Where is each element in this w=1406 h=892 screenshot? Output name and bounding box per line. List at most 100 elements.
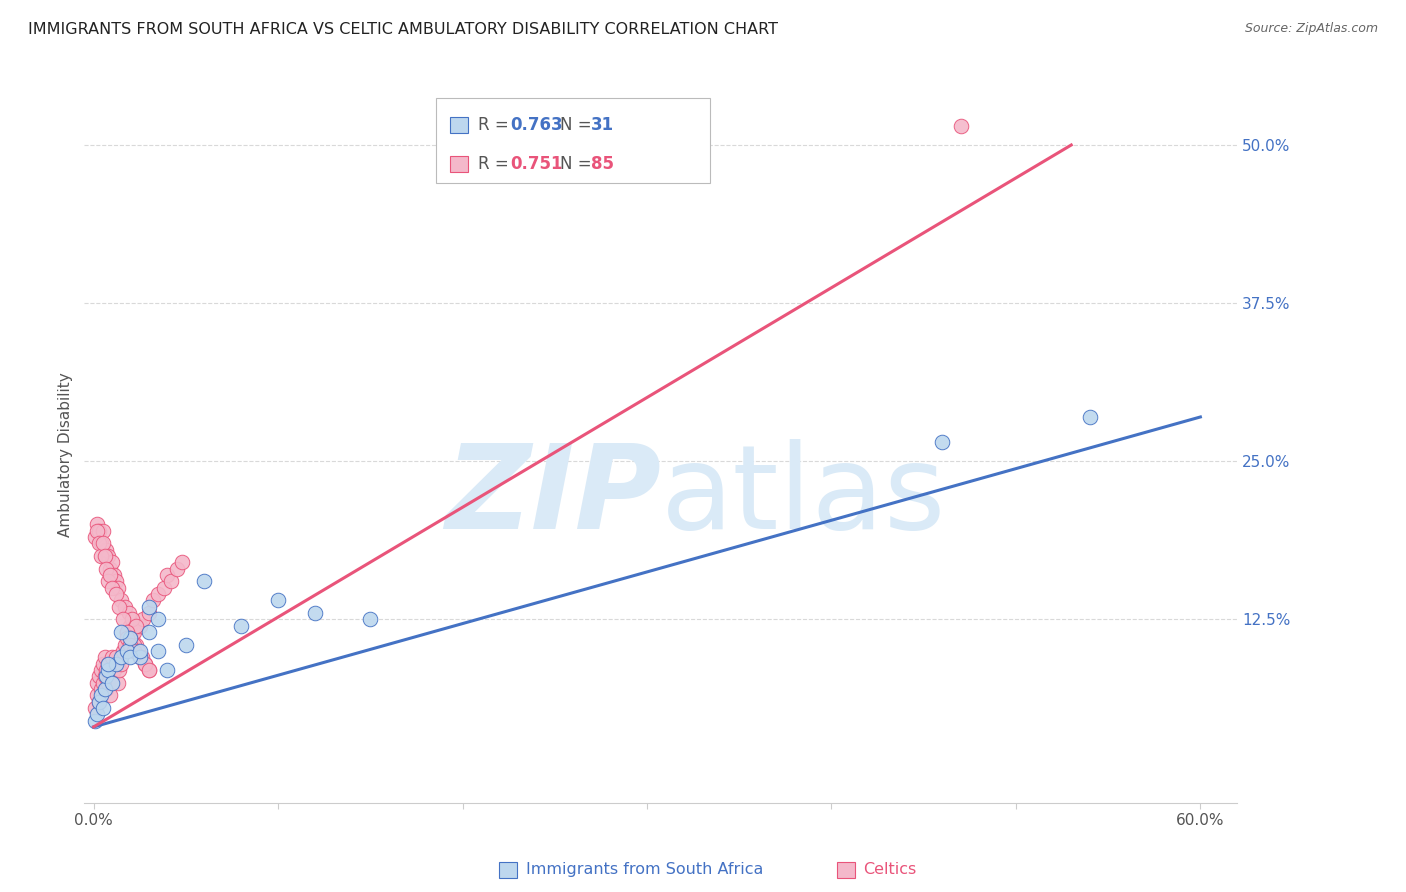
Text: 31: 31 bbox=[591, 116, 613, 134]
Point bbox=[128, 618, 150, 632]
Point bbox=[91, 524, 114, 538]
Point bbox=[87, 695, 110, 709]
Point bbox=[120, 618, 142, 632]
Point bbox=[104, 587, 127, 601]
Point bbox=[110, 650, 132, 665]
Point bbox=[120, 650, 142, 665]
Point bbox=[120, 638, 142, 652]
Point bbox=[101, 556, 124, 570]
Point bbox=[134, 657, 156, 671]
Point bbox=[115, 632, 138, 646]
Point bbox=[110, 657, 132, 671]
Point bbox=[91, 657, 114, 671]
Point bbox=[138, 663, 160, 677]
Point bbox=[146, 612, 169, 626]
Point bbox=[122, 644, 145, 658]
Point bbox=[127, 644, 149, 658]
Point bbox=[103, 568, 125, 582]
Text: 0.763: 0.763 bbox=[510, 116, 562, 134]
Point bbox=[98, 688, 121, 702]
Point bbox=[101, 675, 124, 690]
Point bbox=[174, 638, 197, 652]
Point bbox=[96, 681, 118, 696]
Text: N =: N = bbox=[560, 116, 596, 134]
Point bbox=[87, 695, 110, 709]
Point bbox=[115, 644, 138, 658]
Point bbox=[91, 675, 114, 690]
Point bbox=[128, 650, 150, 665]
Point bbox=[120, 632, 142, 646]
Point bbox=[97, 663, 120, 677]
Point bbox=[96, 542, 118, 557]
Point bbox=[96, 562, 118, 576]
Point bbox=[104, 574, 127, 589]
Text: 0.751: 0.751 bbox=[510, 155, 562, 173]
Point bbox=[93, 549, 115, 563]
Point bbox=[125, 638, 148, 652]
Text: N =: N = bbox=[560, 155, 596, 173]
Text: ZIP: ZIP bbox=[444, 439, 661, 554]
Point bbox=[86, 524, 108, 538]
Point bbox=[117, 606, 139, 620]
Point bbox=[146, 644, 169, 658]
Point bbox=[101, 650, 124, 665]
Point bbox=[359, 612, 381, 626]
Point bbox=[1078, 409, 1101, 424]
Text: Celtics: Celtics bbox=[863, 863, 917, 877]
Point bbox=[93, 669, 115, 683]
Point bbox=[125, 618, 148, 632]
Point bbox=[84, 530, 107, 544]
Point bbox=[90, 681, 112, 696]
Point bbox=[90, 549, 112, 563]
Point bbox=[128, 644, 150, 658]
Point bbox=[87, 669, 110, 683]
Point bbox=[122, 625, 145, 640]
Point bbox=[98, 562, 121, 576]
Point bbox=[86, 707, 108, 722]
Point bbox=[131, 650, 153, 665]
Point bbox=[160, 574, 183, 589]
Text: Source: ZipAtlas.com: Source: ZipAtlas.com bbox=[1244, 22, 1378, 36]
Point bbox=[98, 568, 121, 582]
Point bbox=[110, 593, 132, 607]
Point bbox=[86, 517, 108, 532]
Text: R =: R = bbox=[478, 116, 515, 134]
Text: 85: 85 bbox=[591, 155, 613, 173]
Point bbox=[115, 625, 138, 640]
Point bbox=[86, 688, 108, 702]
Point bbox=[107, 581, 129, 595]
Point bbox=[172, 556, 194, 570]
Point bbox=[231, 618, 253, 632]
Y-axis label: Ambulatory Disability: Ambulatory Disability bbox=[58, 373, 73, 537]
Point bbox=[108, 599, 131, 614]
Point bbox=[142, 593, 165, 607]
Point bbox=[93, 549, 115, 563]
Point bbox=[87, 536, 110, 550]
Point bbox=[97, 657, 120, 671]
Point bbox=[97, 549, 120, 563]
Point bbox=[104, 650, 127, 665]
Point bbox=[84, 701, 107, 715]
Point bbox=[108, 663, 131, 677]
Point bbox=[101, 669, 124, 683]
Point bbox=[110, 625, 132, 640]
Point bbox=[156, 568, 179, 582]
Text: IMMIGRANTS FROM SOUTH AFRICA VS CELTIC AMBULATORY DISABILITY CORRELATION CHART: IMMIGRANTS FROM SOUTH AFRICA VS CELTIC A… bbox=[28, 22, 778, 37]
Point bbox=[90, 536, 112, 550]
Point bbox=[152, 581, 174, 595]
Point bbox=[97, 574, 120, 589]
Point bbox=[156, 663, 179, 677]
Point bbox=[91, 701, 114, 715]
Point bbox=[97, 675, 120, 690]
Point bbox=[96, 669, 118, 683]
Point bbox=[146, 587, 169, 601]
Point bbox=[138, 663, 160, 677]
Point bbox=[134, 657, 156, 671]
Point bbox=[949, 119, 972, 133]
Point bbox=[90, 663, 112, 677]
Point bbox=[91, 536, 114, 550]
Point bbox=[87, 524, 110, 538]
Text: atlas: atlas bbox=[661, 439, 946, 554]
Point bbox=[267, 593, 290, 607]
Point bbox=[122, 638, 145, 652]
